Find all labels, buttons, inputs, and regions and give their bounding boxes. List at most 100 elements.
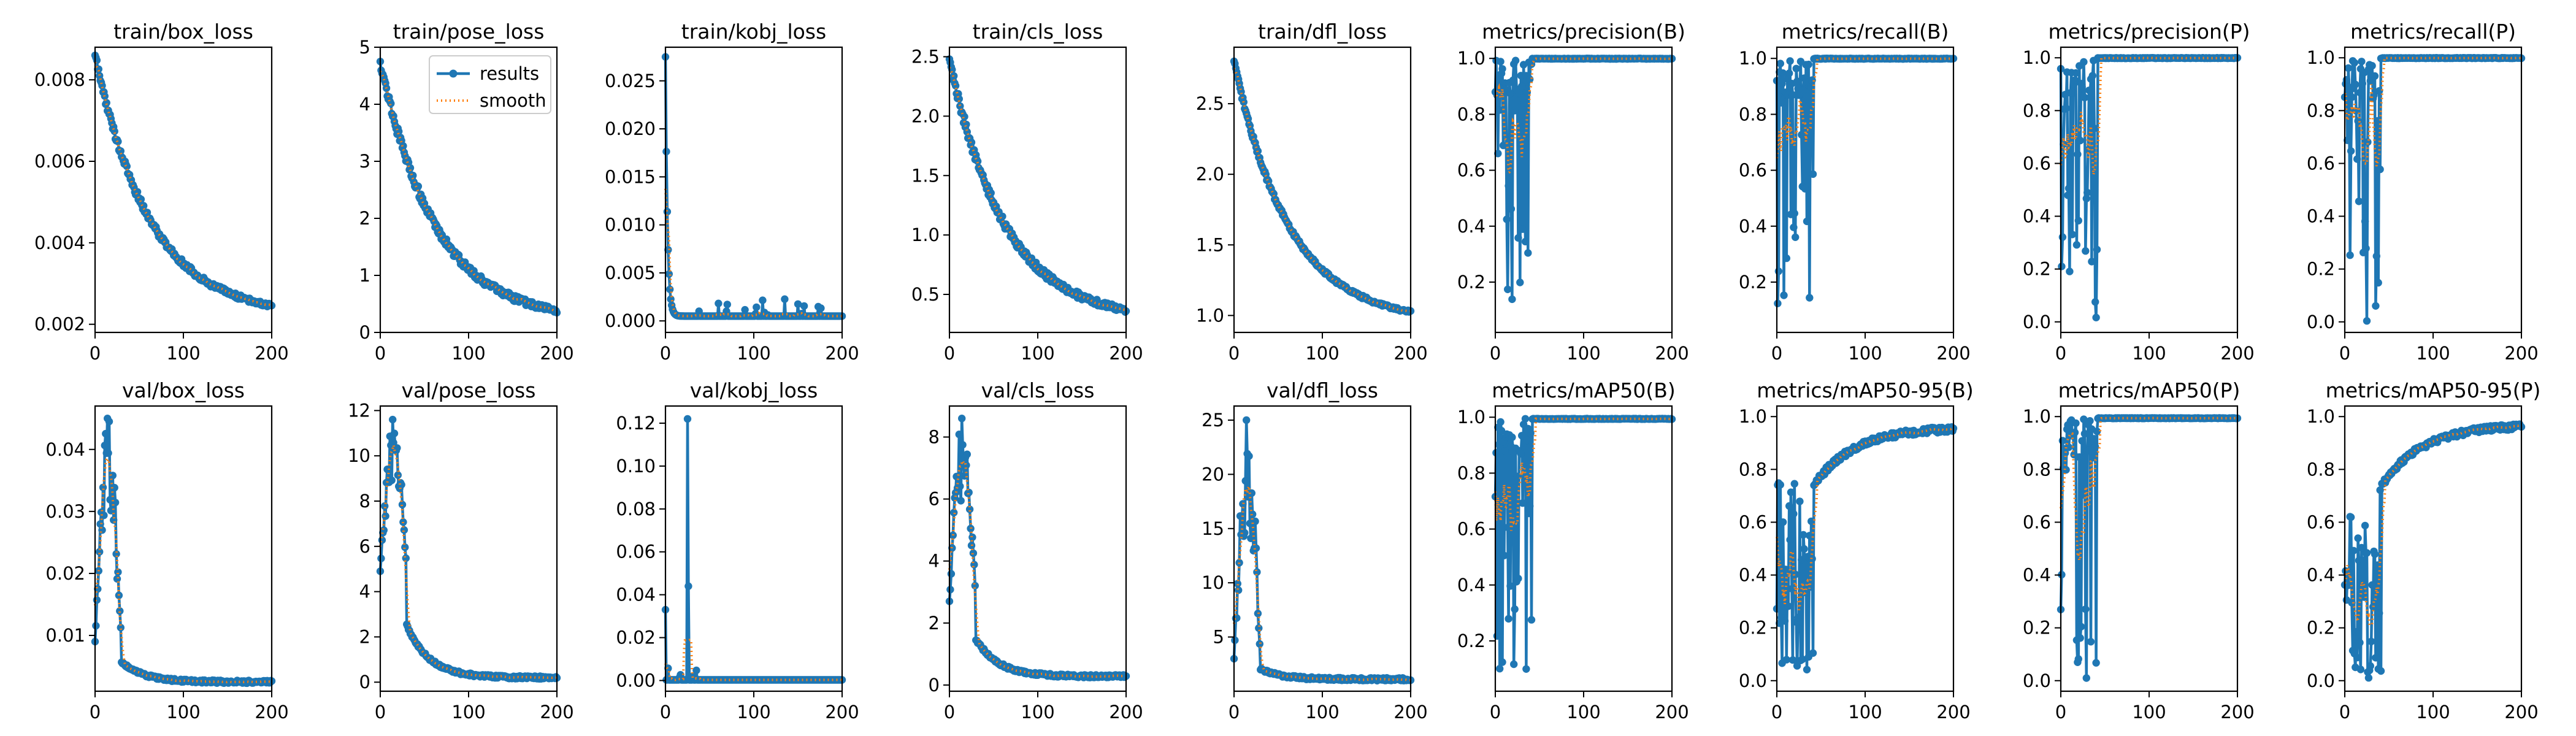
smooth-line [664,188,842,318]
smooth-line [2060,56,2237,175]
data-point [1788,91,1797,99]
data-point [1514,575,1522,583]
data-point [1493,632,1501,640]
data-point [2085,446,2093,454]
data-point [2344,64,2352,72]
results-points [1773,55,1958,307]
data-point [2347,513,2355,521]
data-point [2350,59,2358,67]
data-point [2092,313,2100,321]
data-point [116,607,124,615]
data-point [950,508,958,516]
data-point [92,622,100,630]
data-point [2356,88,2364,97]
data-point [397,481,405,489]
y-tick-label: 0.015 [605,166,656,187]
data-point [1776,481,1784,489]
data-point [1519,499,1527,507]
data-point [390,429,399,437]
y-tick-label: 0.8 [1739,459,1767,480]
subplot-18: metrics/mAP50-95(P) 0 100 200 0.0 0.2 0.4 0.6 0.… [2307,378,2541,723]
data-point [2064,191,2072,199]
x-tick-label: 0 [2339,702,2350,723]
data-point [1516,278,1524,286]
y-tick-label: 0.02 [616,627,656,648]
y-tick-label: 2 [929,613,940,634]
x-tick-label: 0 [90,343,101,364]
data-point [2372,252,2380,260]
y-tick-label: 0.6 [2023,512,2051,532]
data-point [1506,90,1514,98]
data-point [389,439,397,447]
data-point [2093,245,2101,254]
subplot-title: metrics/precision(P) [2048,20,2250,44]
data-point [2358,58,2366,66]
data-point [112,550,120,558]
subplot-title: metrics/mAP50(B) [1492,378,1676,402]
results-points [945,55,1130,316]
data-point [98,82,106,90]
data-point [2078,437,2086,445]
data-point [143,209,151,217]
subplot-title: val/dfl_loss [1267,378,1378,402]
x-tick-label: 0 [375,702,386,723]
y-tick-label: 0.005 [605,263,656,283]
smooth-line [1233,67,1411,313]
data-point [965,505,974,513]
y-tick-label: 0.4 [2307,565,2335,586]
data-point [2076,136,2084,145]
data-point [2093,427,2101,435]
data-point [1494,150,1502,158]
data-point [2342,76,2351,84]
y-tick-label: 0.10 [616,456,656,477]
x-tick-label: 200 [2504,702,2538,723]
y-tick-label: 0.8 [1739,104,1767,125]
data-point [957,497,965,505]
y-tick-label: 0.010 [605,215,656,236]
y-tick-label: 0.4 [1457,216,1485,237]
x-tick-label: 200 [540,343,573,364]
data-point [2074,217,2082,224]
data-point [1520,99,1528,107]
data-point [1255,640,1263,648]
x-tick-label: 100 [166,702,200,723]
y-tick-label: 15 [1202,518,1224,539]
axes-frame [664,405,843,692]
data-point [1521,415,1530,423]
y-tick-label: 0.6 [2307,512,2335,532]
results-line [93,416,272,685]
data-point [1779,518,1787,526]
smooth-line [2344,424,2522,627]
data-point [1524,249,1532,257]
x-tick-label: 200 [1655,702,1689,723]
y-tick-label: 0.6 [1457,519,1485,540]
data-point [2376,486,2384,494]
data-point [741,305,749,314]
x-tick-label: 100 [1566,702,1600,723]
data-point [1776,59,1784,67]
data-point [2358,80,2366,88]
subplot-13: val/cls_loss 0 100 200 0 2 4 6 8 [929,378,1143,723]
y-tick-label: 1.0 [1739,406,1767,427]
subplot-title: metrics/mAP50(P) [2058,378,2241,402]
data-point [2361,521,2369,530]
data-point [1781,617,1789,625]
x-tick-label: 200 [825,343,859,364]
data-point [2088,258,2096,266]
y-tick-label: 1.0 [1196,305,1224,326]
data-point [960,472,968,480]
data-point [1796,497,1804,505]
data-point [1774,299,1782,307]
x-tick-label: 100 [451,343,485,364]
results-points [91,52,276,310]
y-tick-label: 1.0 [1739,48,1767,69]
data-point [1506,582,1514,590]
y-tick-label: 0.025 [605,71,656,91]
x-tick-label: 200 [1936,702,1970,723]
y-tick-label: 0.04 [45,439,85,460]
legend: results smooth [429,55,551,114]
data-point [723,301,732,309]
data-point [1503,215,1511,223]
y-tick-label: 5 [1213,627,1224,648]
results-line [664,56,843,318]
